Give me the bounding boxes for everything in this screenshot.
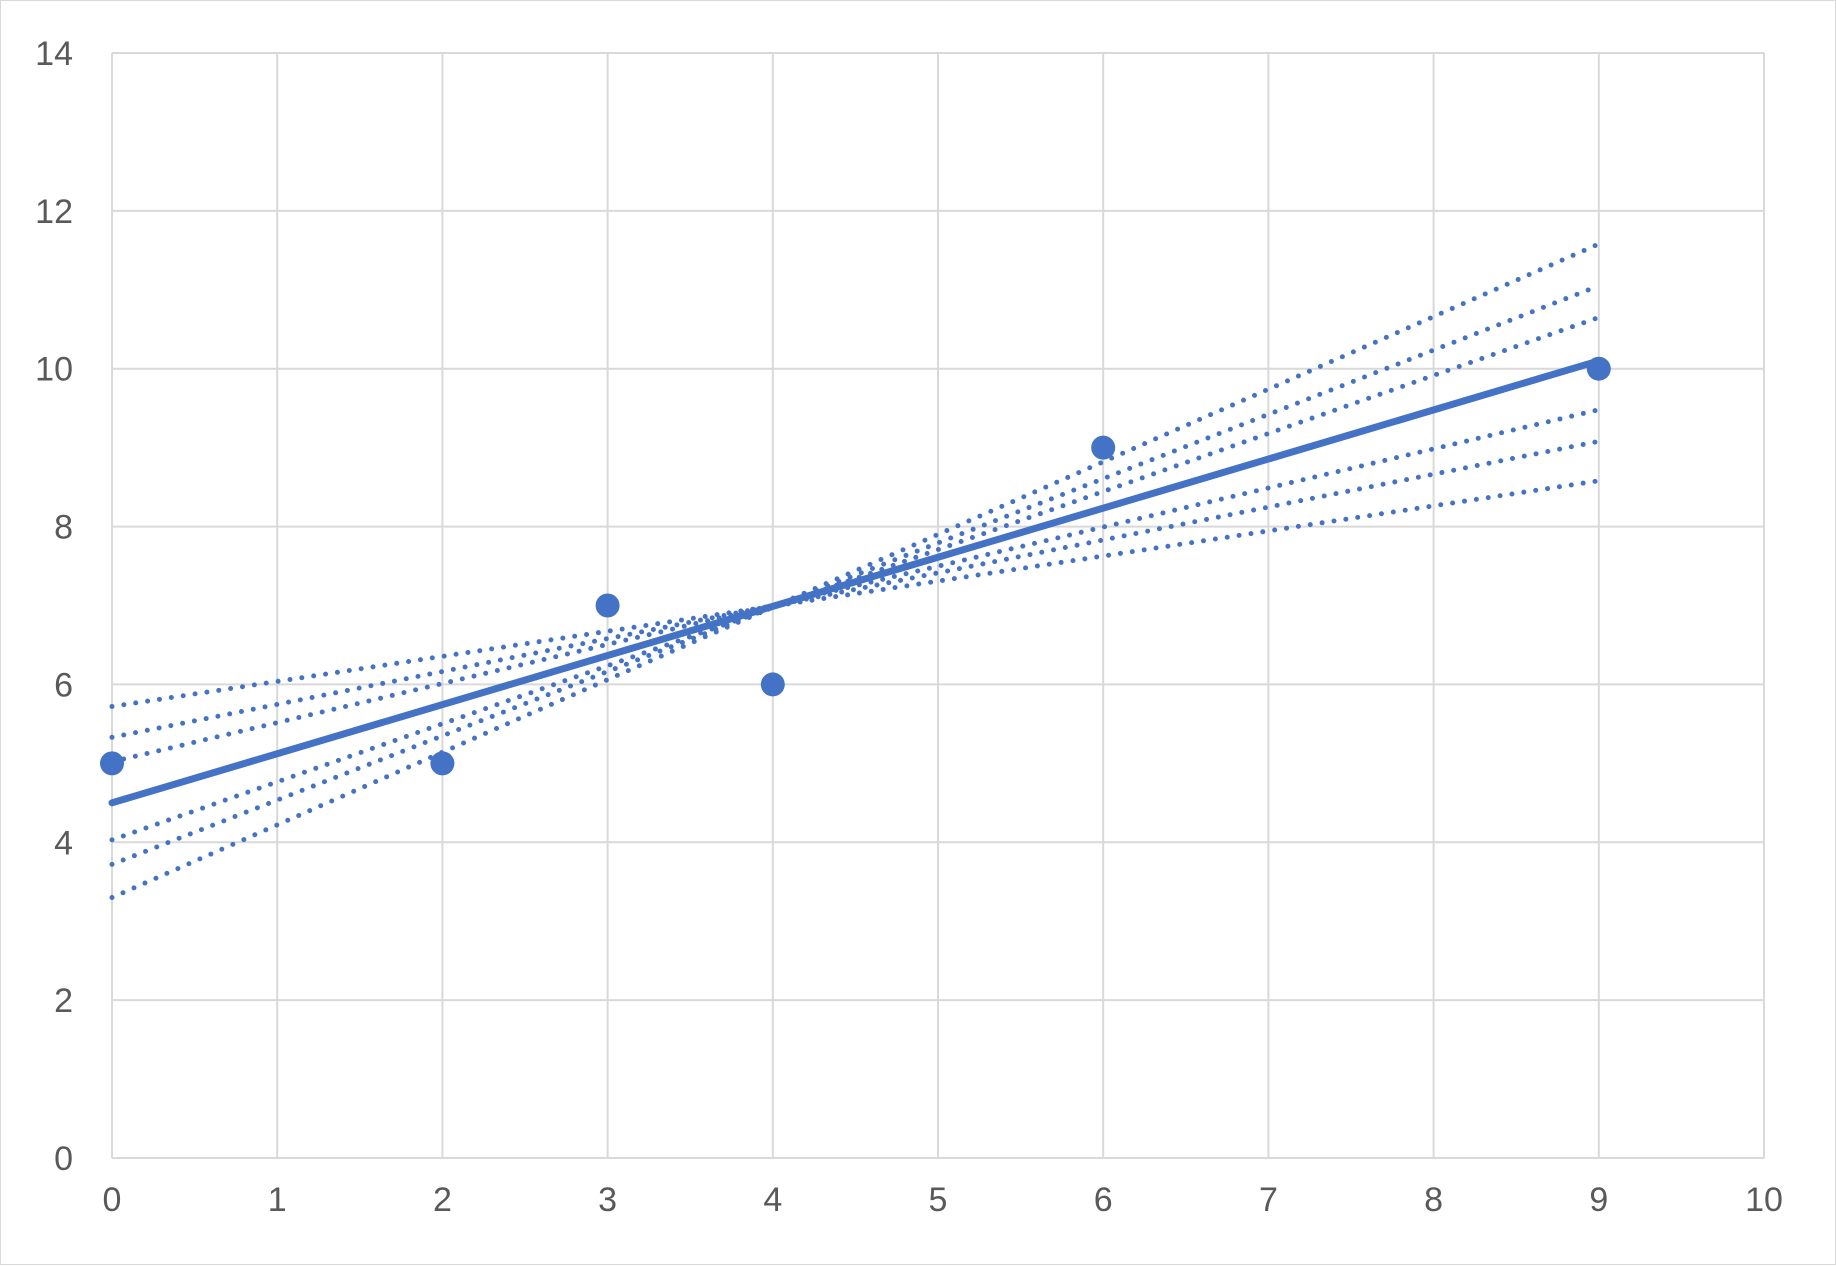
dotted-band-lines: [109, 241, 1602, 901]
data-point-4-6: [760, 672, 785, 697]
dotted-band-line-1: [109, 478, 1602, 710]
y-tick-label-2: 2: [54, 982, 73, 1020]
y-tick-label-12: 12: [35, 193, 73, 231]
dotted-band-line-6: [109, 241, 1602, 901]
data-point-2-5: [430, 751, 455, 776]
dotted-band-line-5: [109, 283, 1602, 867]
y-tick-label-4: 4: [54, 824, 73, 862]
trend-line: [108, 357, 1603, 807]
data-point-9-10: [1586, 356, 1611, 381]
y-tick-label-8: 8: [54, 509, 73, 547]
y-tick-label-14: 14: [35, 35, 73, 73]
x-tick-label-5: 5: [929, 1181, 948, 1219]
x-tick-label-6: 6: [1094, 1181, 1113, 1219]
x-tick-label-7: 7: [1259, 1181, 1278, 1219]
data-points: [100, 356, 1611, 776]
data-point-3-7: [595, 593, 620, 618]
y-tick-label-0: 0: [54, 1140, 73, 1178]
y-tick-label-6: 6: [54, 666, 73, 704]
x-tick-label-4: 4: [763, 1181, 782, 1219]
data-point-6-9: [1091, 435, 1116, 460]
x-axis-tick-labels: 0 1 2 3 4 5 6 7 8 9 10: [103, 1181, 1783, 1219]
x-tick-label-8: 8: [1424, 1181, 1443, 1219]
y-axis-tick-labels: 0 2 4 6 8 10 12 14: [35, 35, 73, 1178]
x-tick-label-2: 2: [433, 1181, 452, 1219]
x-tick-label-0: 0: [103, 1181, 122, 1219]
x-tick-label-10: 10: [1745, 1181, 1783, 1219]
trend-lines: [108, 357, 1603, 807]
x-tick-label-9: 9: [1589, 1181, 1608, 1219]
y-tick-label-10: 10: [35, 351, 73, 389]
x-tick-label-3: 3: [598, 1181, 617, 1219]
dotted-band-line-4: [109, 314, 1602, 843]
dotted-band-line-2: [109, 438, 1602, 740]
gridlines: [111, 52, 1765, 1159]
dotted-band-line-3: [109, 407, 1602, 765]
data-point-0-5: [100, 751, 124, 776]
x-tick-label-1: 1: [268, 1181, 287, 1219]
